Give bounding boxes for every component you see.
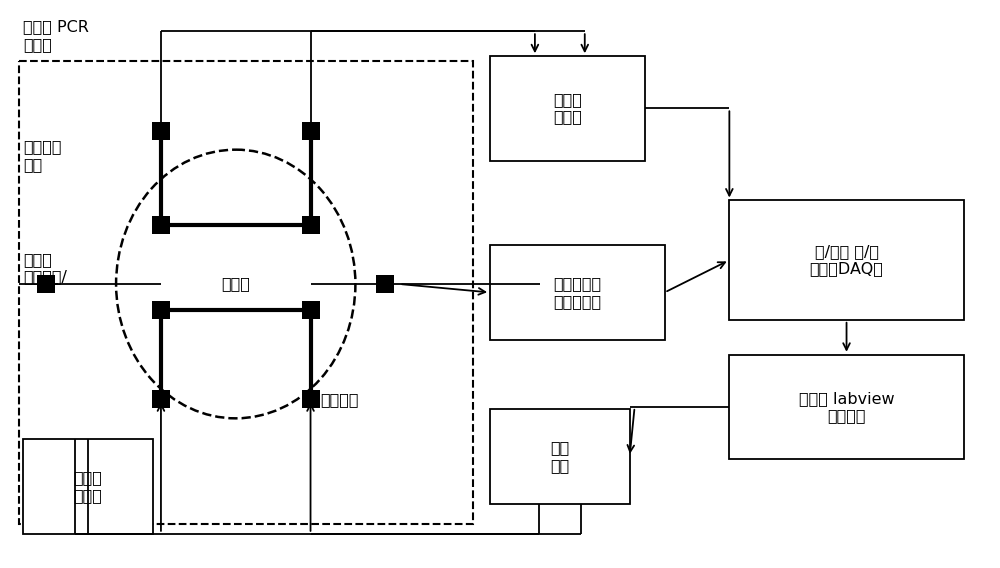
- Text: 加热电极: 加热电极: [320, 392, 359, 407]
- Text: 上位机 labview
控制中心: 上位机 labview 控制中心: [799, 391, 894, 423]
- Text: 集成的 PCR
微芯片: 集成的 PCR 微芯片: [23, 19, 89, 52]
- Text: 电流转电压
及放大电路: 电流转电压 及放大电路: [553, 276, 601, 308]
- Text: 反应腔: 反应腔: [221, 277, 250, 291]
- Bar: [302, 122, 320, 140]
- Bar: [729, 354, 964, 459]
- Bar: [19, 61, 473, 524]
- Bar: [152, 301, 170, 319]
- Bar: [490, 56, 645, 161]
- Bar: [490, 245, 665, 340]
- Text: 模/数、 数/模
转换（DAQ）: 模/数、 数/模 转换（DAQ）: [810, 244, 883, 276]
- Bar: [729, 201, 964, 320]
- Bar: [302, 216, 320, 234]
- Bar: [152, 216, 170, 234]
- Text: 温度传
感电路: 温度传 感电路: [553, 92, 582, 124]
- Bar: [152, 390, 170, 408]
- Bar: [302, 390, 320, 408]
- Bar: [37, 275, 55, 293]
- Text: 交流激
励电源: 交流激 励电源: [74, 470, 103, 503]
- Bar: [302, 301, 320, 319]
- Bar: [152, 122, 170, 140]
- Text: 温度传感
电极: 温度传感 电极: [23, 139, 62, 172]
- Bar: [23, 439, 153, 534]
- Bar: [490, 410, 630, 504]
- Bar: [376, 275, 394, 293]
- Text: 加热
电路: 加热 电路: [550, 440, 569, 473]
- Text: 电化学
检测电极/: 电化学 检测电极/: [23, 252, 67, 284]
